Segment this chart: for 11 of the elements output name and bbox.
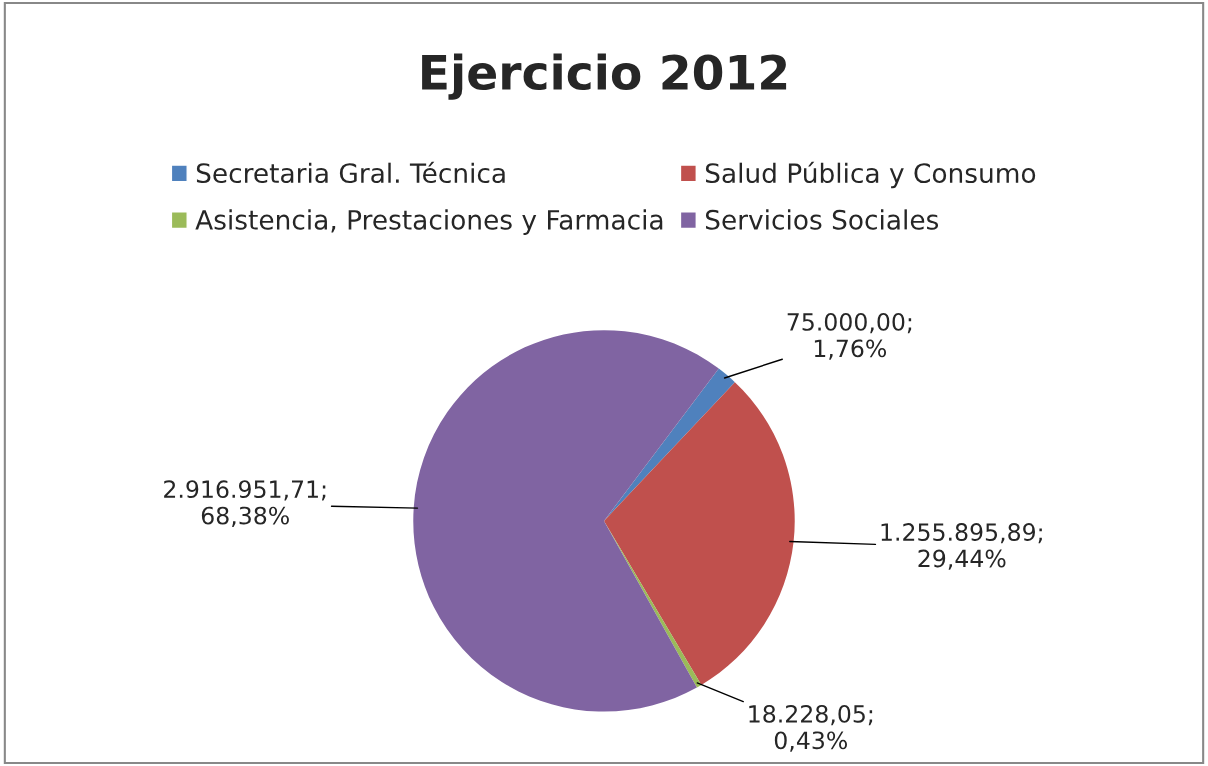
data-label: 1.255.895,89; 29,44% — [881, 523, 1042, 570]
pie-slice — [604, 382, 795, 685]
data-label: 75.000,00; 1,76% — [787, 312, 912, 360]
pie-slice — [413, 330, 719, 712]
chart-title: Ejercicio 2012 — [422, 53, 787, 100]
data-label: 18.228,05; 0,43% — [749, 704, 873, 752]
legend-label: Secretaria Gral. Técnica — [196, 161, 505, 184]
data-label: 2.916.951,71; 68,38% — [164, 480, 326, 527]
legend-label: Salud Pública y Consumo — [705, 161, 1036, 189]
legend-label: Asistencia, Prestaciones y Farmacia — [195, 209, 663, 235]
legend-label: Servicios Sociales — [705, 209, 939, 230]
